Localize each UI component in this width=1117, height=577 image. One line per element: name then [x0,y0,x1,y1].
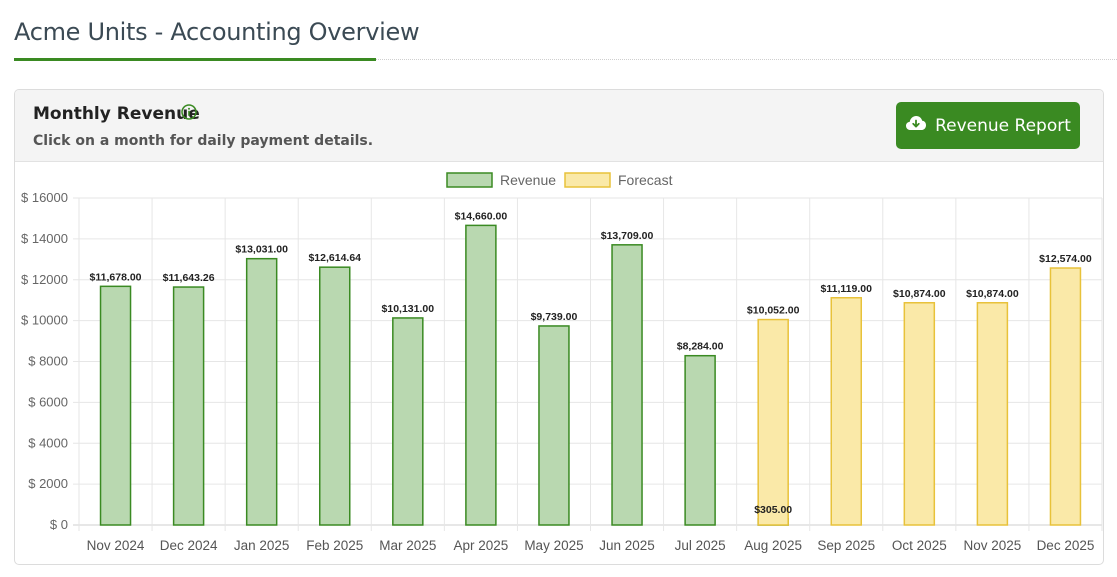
revenue-chart: $ 0 $ 2000 $ 4000 $ 6000 $ 8000 $ 10000 $ 1200… [21,172,1103,553]
y-tick-label: $ 4000 [28,435,68,450]
revenue-card: Monthly Revenue Click on a month for dai… [14,89,1104,565]
value-label: $10,874.00 [966,288,1019,300]
y-tick-label: $ 14000 [21,231,68,246]
title-underline [14,58,376,61]
revenue-bar[interactable] [538,325,570,526]
legend-forecast-swatch[interactable] [564,172,611,188]
x-tick-label[interactable]: Dec 2024 [160,538,218,553]
forecast-bar[interactable] [903,302,936,526]
value-label: $10,131.00 [382,303,435,315]
revenue-bar[interactable] [172,286,205,526]
revenue-bar[interactable] [392,317,424,526]
x-tick-label[interactable]: Aug 2025 [744,538,802,553]
value-label: $305.00 [754,504,792,516]
y-tick-label: $ 8000 [28,354,68,369]
info-circle-icon[interactable] [181,104,197,120]
value-label: $13,709.00 [601,230,654,242]
revenue-bar[interactable] [465,224,497,526]
forecast-bar[interactable] [976,302,1009,526]
card-header: Monthly Revenue Click on a month for dai… [15,90,1103,162]
value-label: $11,678.00 [90,271,142,283]
y-tick-label: $ 0 [50,517,68,532]
x-tick-label[interactable]: May 2025 [524,538,583,553]
value-label: $14,660.00 [455,210,508,222]
x-tick-label[interactable]: Nov 2025 [963,538,1021,553]
card-subtitle: Click on a month for daily payment detai… [33,133,374,149]
y-tick-label: $ 16000 [21,190,68,205]
x-tick-label[interactable]: Jun 2025 [599,538,655,553]
y-tick-label: $ 6000 [28,394,68,409]
x-tick-label[interactable]: Feb 2025 [306,538,363,553]
revenue-report-label: Revenue Report [935,115,1071,136]
x-tick-label[interactable]: Jul 2025 [675,538,726,553]
revenue-report-button[interactable]: Revenue Report [896,102,1080,149]
forecast-bar[interactable] [1049,267,1082,526]
value-label: $13,031.00 [235,244,288,256]
x-tick-label[interactable]: Mar 2025 [379,538,436,553]
card-title: Monthly Revenue [33,104,200,124]
value-label: $10,874.00 [893,288,946,300]
cloud-download-icon [905,114,927,137]
legend-forecast-label[interactable]: Forecast [618,172,673,188]
y-tick-label: $ 2000 [28,476,68,491]
value-label: $9,739.00 [531,311,578,323]
forecast-bar[interactable] [757,318,789,526]
y-tick-label: $ 12000 [21,272,68,287]
forecast-bar[interactable] [830,297,862,526]
revenue-bar[interactable] [319,266,351,526]
legend-revenue-label[interactable]: Revenue [500,172,556,188]
x-tick-label[interactable]: Nov 2024 [87,538,145,553]
x-tick-label[interactable]: Sep 2025 [817,538,875,553]
value-label: $11,643.26 [163,272,215,284]
value-label: $8,284.00 [677,341,724,353]
y-tick-label: $ 10000 [21,313,68,328]
revenue-bar[interactable] [684,354,716,526]
revenue-bar[interactable] [245,257,278,526]
value-label: $12,614.64 [308,252,361,264]
x-tick-label[interactable]: Oct 2025 [892,538,947,553]
revenue-bar[interactable] [611,244,643,526]
x-tick-label[interactable]: Apr 2025 [453,538,508,553]
title-rule [376,59,1117,60]
x-tick-label[interactable]: Dec 2025 [1037,538,1095,553]
x-tick-label[interactable]: Jan 2025 [234,538,290,553]
revenue-bar[interactable] [99,285,132,526]
value-label: $11,119.00 [821,283,873,295]
value-label: $10,052.00 [747,305,800,317]
page-title: Acme Units - Accounting Overview [14,18,420,46]
legend-revenue-swatch[interactable] [446,172,493,188]
value-label: $12,574.00 [1039,253,1092,265]
